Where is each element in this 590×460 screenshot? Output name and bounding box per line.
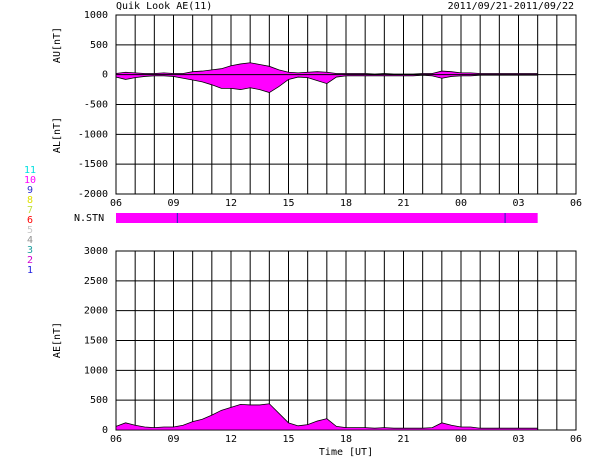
x-tick-label: 09 (167, 198, 179, 209)
nstn-bar (116, 213, 538, 223)
x-tick-label: 12 (225, 434, 237, 445)
y-tick-label: 0 (102, 425, 108, 436)
area (115, 403, 539, 431)
y-tick-label: 1500 (84, 336, 108, 347)
x-tick-label: 18 (340, 434, 352, 445)
chart-title: Quik Look AE(11) (116, 1, 212, 12)
y-axis-label: AL[nT] (52, 117, 63, 153)
legend-label: 7 (27, 205, 33, 216)
legend-label: 5 (27, 225, 33, 236)
y-tick-label: 1000 (84, 365, 108, 376)
x-tick-label: 15 (282, 434, 294, 445)
y-tick-label: 1000 (84, 10, 108, 21)
x-tick-label: 15 (282, 198, 294, 209)
y-tick-label: 500 (90, 40, 108, 51)
x-tick-label: 03 (512, 434, 524, 445)
y-tick-label: -1000 (78, 129, 108, 140)
nstn-label: N.STN (74, 213, 104, 224)
y-tick-label: 2000 (84, 306, 108, 317)
x-tick-label: 03 (512, 198, 524, 209)
x-tick-label: 00 (455, 434, 467, 445)
y-tick-label: 0 (102, 70, 108, 81)
legend-label: 4 (27, 235, 33, 246)
x-tick-label: 06 (110, 434, 122, 445)
x-tick-label: 09 (167, 434, 179, 445)
legend-label: 1 (27, 265, 33, 276)
y-axis-label: AU[nT] (52, 27, 63, 63)
legend-label: 11 (24, 165, 36, 176)
y-tick-label: -1500 (78, 159, 108, 170)
x-tick-label: 12 (225, 198, 237, 209)
legend-label: 3 (27, 245, 33, 256)
x-tick-label: 21 (397, 198, 409, 209)
area (115, 62, 539, 76)
legend-label: 8 (27, 195, 33, 206)
x-tick-label: 21 (397, 434, 409, 445)
x-tick-label: 06 (570, 198, 582, 209)
y-tick-label: 3000 (84, 246, 108, 257)
y-tick-label: 500 (90, 395, 108, 406)
legend-label: 2 (27, 255, 33, 266)
legend-label: 9 (27, 185, 33, 196)
area (115, 74, 539, 94)
x-tick-label: 06 (110, 198, 122, 209)
date-range: 2011/09/21-2011/09/22 (448, 1, 574, 12)
x-tick-label: 18 (340, 198, 352, 209)
legend-label: 6 (27, 215, 33, 226)
y-tick-label: -2000 (78, 189, 108, 200)
y-axis-label: AE[nT] (52, 322, 63, 358)
legend-label: 10 (24, 175, 36, 186)
y-tick-label: -500 (84, 100, 108, 111)
x-tick-label: 00 (455, 198, 467, 209)
y-tick-label: 2500 (84, 276, 108, 287)
x-tick-label: 06 (570, 434, 582, 445)
x-axis-label: Time [UT] (319, 447, 373, 458)
